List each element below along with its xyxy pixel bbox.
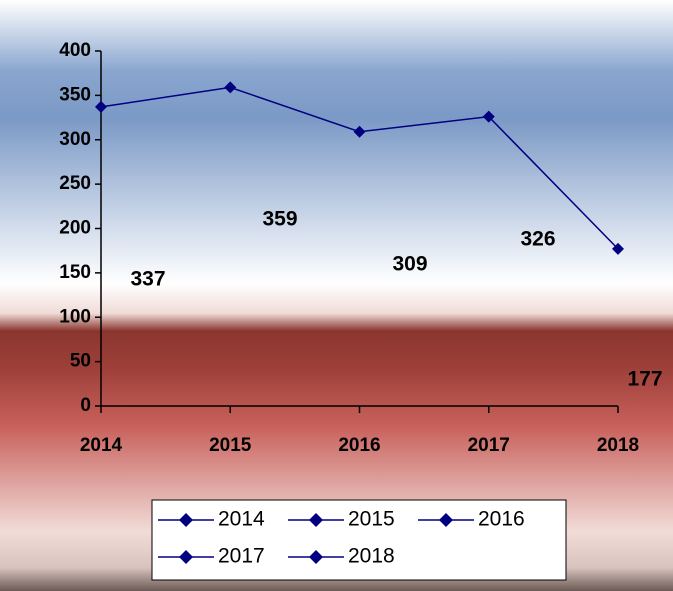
legend-marker [179,513,193,527]
data-label: 337 [130,268,165,291]
y-tick-label: 50 [70,351,91,372]
legend [151,499,567,581]
marker [482,110,495,123]
legend-label: 2015 [348,508,395,531]
data-label: 326 [520,228,555,251]
legend-label: 2018 [348,545,395,568]
legend-label: 2014 [218,508,265,531]
y-tick-label: 300 [59,129,91,150]
legend-marker [309,550,323,564]
legend-marker [179,550,193,564]
y-tick-label: 150 [59,262,91,283]
x-tick-label: 2017 [468,435,510,456]
data-label: 309 [392,253,427,276]
y-tick-label: 100 [59,306,91,327]
data-label: 177 [627,368,662,391]
y-tick-label: 350 [59,84,91,105]
marker [95,100,107,113]
marker [612,242,624,255]
y-tick-label: 0 [80,395,91,416]
legend-marker [439,513,453,527]
y-tick-label: 400 [59,40,91,61]
legend-label: 2016 [478,508,525,531]
legend-marker [309,513,323,527]
marker [353,125,366,138]
x-tick-label: 2016 [338,435,380,456]
x-tick-label: 2014 [80,435,123,456]
x-tick-label: 2015 [209,435,252,456]
x-tick-label: 2018 [597,435,639,456]
data-label: 359 [262,208,297,231]
y-tick-label: 250 [59,173,91,194]
y-tick-label: 200 [59,218,91,239]
marker [224,81,237,94]
legend-label: 2017 [218,545,265,568]
